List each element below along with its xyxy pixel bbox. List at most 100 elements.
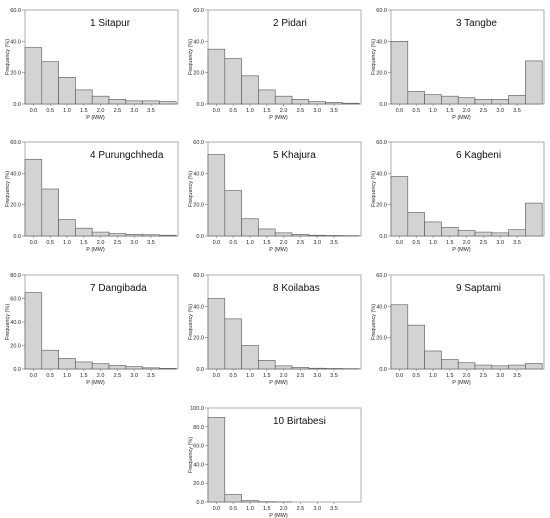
bar: [308, 234, 326, 237]
x-axis-label: P (MW): [269, 513, 288, 518]
chart-title: 6 Kagbeni: [456, 150, 501, 161]
y-tick-label: 20.0: [193, 336, 204, 342]
y-tick-label: 0.0: [379, 367, 387, 373]
bar: [342, 102, 360, 105]
chart-title: 3 Tangbe: [456, 18, 497, 29]
bar: [491, 99, 509, 105]
x-tick-label: 3.5: [330, 108, 338, 114]
y-axis-label: Frequency (%): [188, 437, 194, 473]
y-tick-label: 0.0: [13, 234, 21, 240]
x-tick-label: 2.0: [463, 240, 471, 246]
y-tick-label: 60.0: [376, 8, 387, 14]
y-tick-label: 0.0: [379, 234, 387, 240]
plot-frame: [207, 407, 362, 503]
bar: [159, 234, 177, 237]
x-tick-label: 3.5: [330, 506, 338, 512]
bar: [390, 176, 409, 237]
bar: [424, 94, 442, 105]
x-tick-label: 3.5: [330, 240, 338, 246]
y-tick-label: 0.0: [196, 367, 204, 373]
bar: [41, 349, 59, 370]
y-tick-label: 40.0: [193, 304, 204, 310]
y-tick-label: 60.0: [193, 8, 204, 14]
chart-panel-2: 0.0 20.0 40.0 60.0 Frequency (%) 0.0 0.5 1.0 1.5…: [188, 8, 362, 121]
x-tick-label: 1.0: [429, 373, 437, 379]
x-tick-label: 1.5: [263, 108, 271, 114]
x-tick-label: 2.0: [463, 373, 471, 379]
bar: [441, 227, 459, 237]
x-axis-label: P (MW): [86, 115, 105, 121]
bar: [241, 218, 259, 237]
bar: [525, 363, 543, 370]
bar: [525, 202, 543, 237]
bar: [457, 97, 476, 105]
x-tick-label: 2.5: [480, 373, 488, 379]
x-axis-label: P (MW): [452, 247, 471, 253]
y-tick-label: 20.0: [376, 71, 387, 77]
x-tick-label: 2.5: [297, 373, 305, 379]
x-tick-label: 3.5: [147, 108, 155, 114]
bar: [125, 100, 143, 105]
y-tick-label: 80.0: [193, 425, 204, 431]
bar: [390, 304, 409, 370]
x-tick-label: 2.0: [97, 240, 105, 246]
bar: [75, 89, 93, 105]
bar: [457, 230, 476, 237]
x-tick-label: 1.0: [246, 506, 254, 512]
x-tick-label: 0.0: [213, 373, 221, 379]
bar: [525, 60, 543, 105]
y-axis-label: Frequency (%): [188, 39, 194, 75]
x-tick-label: 3.5: [513, 240, 521, 246]
x-tick-label: 2.0: [97, 373, 105, 379]
chart-title: 10 Birtabesi: [273, 416, 326, 427]
x-tick-label: 0.5: [46, 240, 54, 246]
bar: [508, 95, 526, 105]
x-tick-label: 0.0: [396, 108, 404, 114]
bar: [58, 77, 76, 105]
x-axis-label: P (MW): [452, 380, 471, 386]
bar: [41, 188, 59, 237]
x-tick-label: 3.0: [313, 108, 321, 114]
chart-title: 7 Dangibada: [90, 283, 147, 294]
y-axis-label: Frequency (%): [371, 304, 377, 340]
bar: [108, 233, 127, 237]
y-tick-label: 20.0: [193, 203, 204, 209]
y-tick-label: 0.0: [196, 102, 204, 108]
x-axis-label: P (MW): [452, 115, 471, 121]
x-tick-label: 3.0: [130, 108, 138, 114]
y-tick-label: 40.0: [376, 39, 387, 45]
chart-panel-9: 0.0 20.0 40.0 60.0 Frequency (%) 0.0 0.5 1.0 1.5…: [371, 273, 545, 386]
bar: [441, 95, 459, 105]
x-tick-label: 1.0: [429, 240, 437, 246]
bar: [441, 359, 459, 370]
y-tick-label: 60.0: [376, 273, 387, 279]
bar: [474, 231, 493, 237]
x-axis-label: P (MW): [269, 380, 288, 386]
y-axis-label: Frequency (%): [371, 39, 377, 75]
y-tick-label: 20.0: [376, 336, 387, 342]
x-tick-label: 1.5: [80, 373, 88, 379]
x-tick-label: 1.5: [446, 373, 454, 379]
bar: [424, 221, 442, 237]
x-tick-label: 3.5: [147, 240, 155, 246]
y-tick-label: 60.0: [376, 140, 387, 146]
bar: [24, 292, 43, 370]
y-tick-label: 0.0: [13, 102, 21, 108]
y-tick-label: 40.0: [193, 39, 204, 45]
y-tick-label: 60.0: [193, 140, 204, 146]
x-tick-label: 3.0: [313, 506, 321, 512]
bar: [41, 61, 59, 105]
y-tick-label: 40.0: [10, 171, 21, 177]
x-tick-label: 1.5: [446, 240, 454, 246]
bar: [108, 365, 127, 370]
bar: [207, 298, 226, 370]
x-tick-label: 1.5: [80, 240, 88, 246]
x-tick-label: 2.5: [114, 108, 122, 114]
chart-panel-3: 0.0 20.0 40.0 60.0 Frequency (%) 0.0 0.5 1.0 1.5…: [371, 8, 545, 121]
x-tick-label: 1.5: [80, 108, 88, 114]
bar: [274, 95, 293, 105]
y-tick-label: 60.0: [193, 273, 204, 279]
x-tick-label: 0.5: [46, 373, 54, 379]
x-tick-label: 1.5: [263, 373, 271, 379]
